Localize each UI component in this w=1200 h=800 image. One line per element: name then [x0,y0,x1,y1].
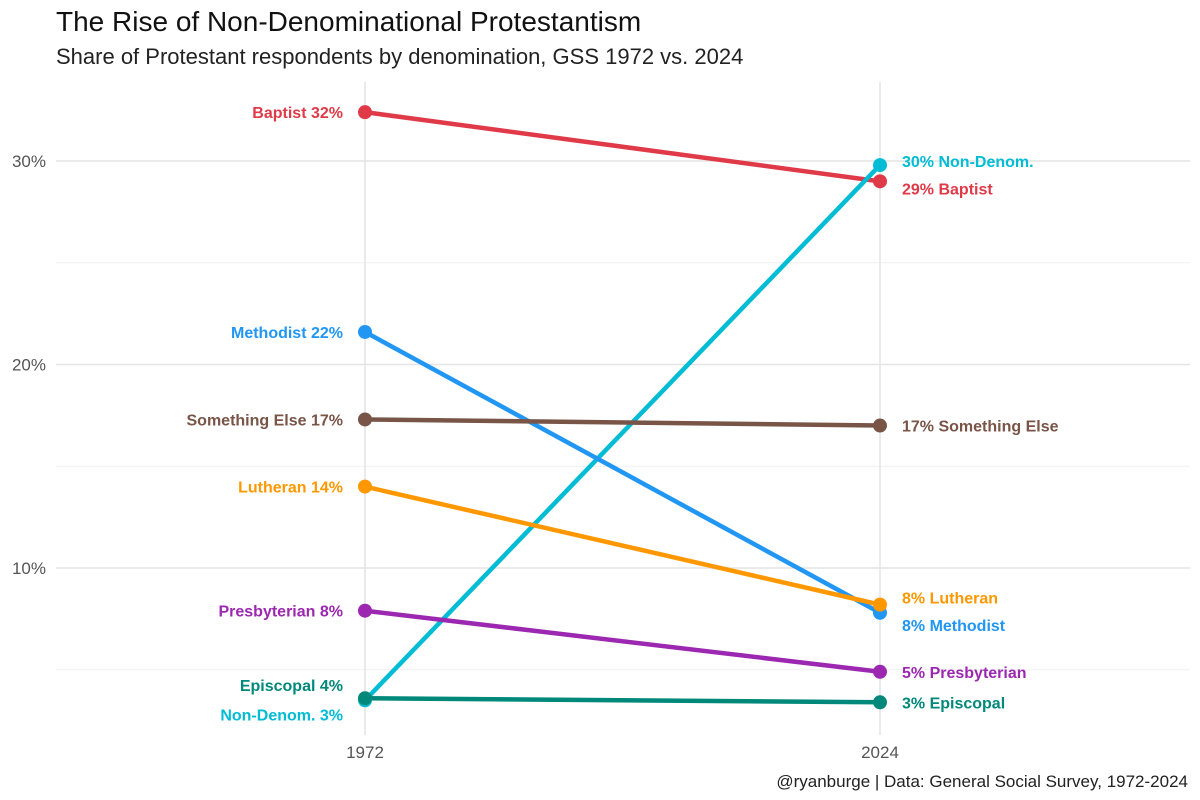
series-start-label: Methodist 22% [231,325,343,342]
data-point [873,174,887,189]
data-point [873,418,887,433]
series-line [362,162,883,703]
y-tick-label: 10% [12,559,46,578]
series-end-label: 17% Something Else [902,419,1059,436]
series-end-label: 5% Presbyterian [902,665,1027,682]
data-point [358,479,372,494]
series-start-label: Episcopal 4% [240,678,343,695]
series-end-label: 3% Episcopal [902,695,1005,712]
x-axis: 1972 2024 [346,743,899,762]
y-tick-label: 30% [12,152,46,171]
series-line [362,608,883,675]
data-point [358,691,372,706]
chart-caption: @ryanburge | Data: General Social Survey… [776,772,1188,791]
series-start-label: Something Else 17% [187,412,344,429]
data-point [873,664,887,679]
data-point [873,158,887,173]
series-points [358,105,887,710]
series-line [362,109,883,184]
chart-title: The Rise of Non-Denominational Protestan… [56,6,642,37]
data-point [873,597,887,612]
data-point [358,603,372,618]
series-lines [362,109,883,705]
series-end-label: 8% Methodist [902,618,1006,635]
series-labels: Baptist 32% 29% Baptist Non-Denom. 3% 30% N… [187,105,1059,724]
series-line [362,484,883,607]
series-line [362,329,883,616]
chart-subtitle: Share of Protestant respondents by denom… [56,44,744,69]
data-point [358,105,372,120]
x-tick-label: 2024 [861,743,899,762]
grid [56,82,1190,735]
series-line [362,417,883,428]
series-start-label: Non-Denom. 3% [220,707,343,724]
series-start-label: Presbyterian 8% [218,604,343,621]
y-axis: 10% 20% 30% [12,152,46,578]
data-point [873,695,887,710]
series-end-label: 8% Lutheran [902,591,998,608]
series-line [362,695,883,705]
series-end-label: 29% Baptist [902,181,993,198]
series-start-label: Baptist 32% [252,105,343,122]
x-tick-label: 1972 [346,743,384,762]
y-tick-label: 20% [12,356,46,375]
data-point [358,324,372,339]
series-start-label: Lutheran 14% [238,480,343,497]
data-point [358,412,372,427]
series-end-label: 30% Non-Denom. [902,154,1034,171]
